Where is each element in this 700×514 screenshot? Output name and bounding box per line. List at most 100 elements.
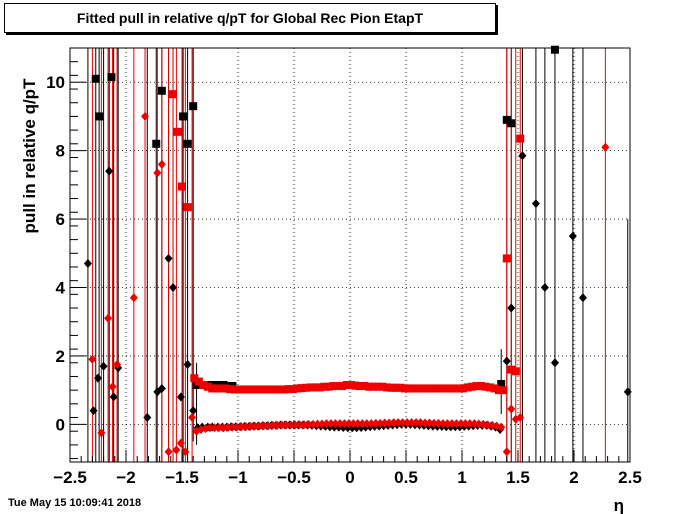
square-marker [477,382,486,391]
diamond-marker [300,420,309,430]
square-marker [208,384,217,393]
diamond-marker [443,419,452,429]
diamond-marker [255,421,264,431]
diamond-marker [461,419,470,429]
diamond-marker [97,428,106,438]
y-tick-label: 0 [56,415,65,434]
x-tick-label: 1.5 [506,468,530,487]
diamond-marker [157,383,166,393]
diamond-marker [474,419,483,429]
diamond-marker [313,419,322,429]
diamond-marker [141,111,150,121]
square-marker [414,384,423,393]
square-marker [178,182,186,191]
y-tick-label: 4 [56,279,66,298]
square-marker [423,384,432,393]
diamond-marker [434,418,443,428]
square-marker [244,385,253,394]
square-marker [432,384,441,393]
diamond-marker [394,418,403,428]
diamond-marker [371,418,380,428]
diamond-marker [447,419,456,429]
square-marker [199,381,208,390]
diamond-marker [309,419,318,429]
square-marker [315,383,324,392]
diamond-marker [277,420,286,430]
square-marker [378,382,387,391]
diamond-marker [421,418,430,428]
square-marker [360,382,369,391]
square-marker [382,383,391,392]
diamond-marker [502,356,511,366]
y-tick-label: 2 [56,347,65,366]
diamond-marker [385,418,394,428]
diamond-marker [94,373,102,383]
square-marker [293,384,302,393]
diamond-marker [169,283,178,293]
square-marker [183,139,192,148]
axis-ticks [69,47,631,462]
diamond-marker [241,422,250,432]
diamond-marker [550,358,559,368]
diamond-marker [237,422,246,432]
diamond-marker [322,419,331,429]
diamond-marker [88,354,97,364]
square-marker [365,382,374,391]
x-tick-label: 0 [345,468,354,487]
diamond-marker [502,447,511,457]
square-marker [173,127,182,136]
square-marker [396,383,405,392]
diamond-marker [516,413,525,423]
diamond-marker [164,447,173,457]
square-marker [516,134,525,143]
square-marker [279,385,288,394]
chart-title-box: Fitted pull in relative q/pT for Global … [4,3,496,33]
square-marker [194,377,203,386]
square-marker [226,385,235,394]
diamond-marker [157,159,166,169]
square-marker [463,383,472,392]
square-marker [400,384,409,393]
diamond-marker [232,422,241,432]
chart-title: Fitted pull in relative q/pT for Global … [76,10,424,26]
grid-lines [70,48,630,462]
diamond-marker [456,419,465,429]
square-marker [302,383,311,392]
square-marker [230,385,239,394]
diamond-marker [104,313,113,323]
y-tick-label: 6 [56,210,65,229]
x-tick-label: −1 [228,468,247,487]
diamond-marker [331,419,340,429]
diamond-marker [389,418,398,428]
diamond-marker [113,359,122,369]
diamond-marker [129,293,138,303]
square-marker [95,112,104,121]
square-marker [351,381,360,390]
diamond-marker [89,406,98,416]
diamond-marker [223,422,232,432]
square-marker [190,374,199,383]
tick-labels: −2.5 −2 −1.5 −1 −0.5 0 0.5 1 1.5 2 2.5 0 2 4 6 8 10 [46,73,642,487]
diamond-marker [358,419,367,429]
diamond-marker [273,420,282,430]
diamond-marker [210,423,219,433]
diamond-marker [143,413,152,423]
square-marker [468,382,477,391]
x-tick-label: −1.5 [165,468,199,487]
square-marker [297,384,306,393]
diamond-marker [407,418,416,428]
diamond-marker [623,387,632,397]
diamond-marker [105,166,114,176]
diamond-marker [326,419,335,429]
square-marker [329,382,338,391]
diamond-marker [507,303,516,313]
diamond-marker [568,231,577,241]
square-marker [494,386,503,395]
square-marker [369,382,378,391]
square-marker [338,382,347,391]
diamond-marker [362,419,371,429]
diamond-marker [318,419,326,429]
square-marker [212,384,221,393]
diamond-marker [531,199,540,209]
square-marker [179,112,188,121]
